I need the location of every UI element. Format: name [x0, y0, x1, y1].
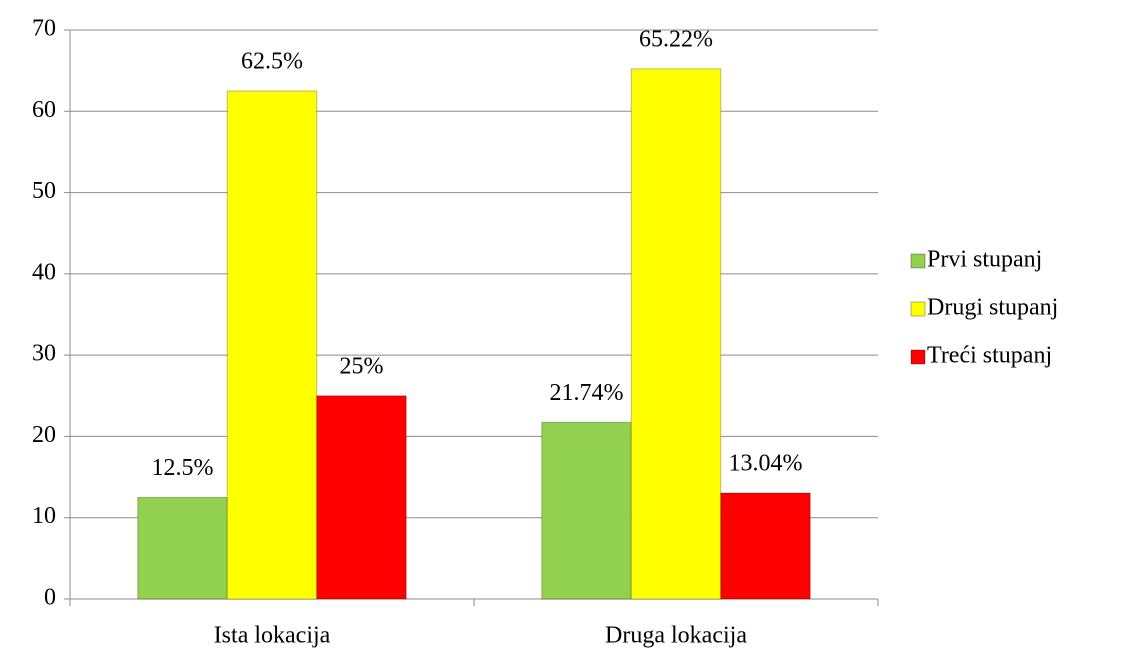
- bar: [226, 90, 318, 600]
- y-tick-label: 40: [32, 259, 56, 285]
- x-tick-label: Ista lokacija: [214, 623, 331, 649]
- y-tick-label: 50: [32, 178, 56, 204]
- legend-swatch: [910, 301, 926, 317]
- bar: [720, 492, 811, 600]
- bar: [630, 68, 722, 600]
- legend-label: Prvi stupanj: [927, 247, 1042, 273]
- value-label: 12.5%: [152, 455, 214, 481]
- value-label: 65.22%: [639, 26, 713, 52]
- legend-label: Drugi stupanj: [927, 295, 1058, 321]
- value-label: 13.04%: [729, 451, 803, 477]
- y-tick-label: 10: [32, 503, 56, 529]
- bar: [137, 496, 228, 600]
- legend-label: Treći stupanj: [927, 343, 1052, 369]
- value-label: 21.74%: [550, 380, 624, 406]
- y-tick-label: 70: [32, 16, 56, 42]
- y-tick-label: 20: [32, 422, 56, 448]
- y-tick-label: 60: [32, 97, 56, 123]
- value-label: 25%: [340, 353, 384, 379]
- legend-swatch: [910, 349, 926, 365]
- bar: [316, 395, 407, 600]
- legend-swatch: [910, 253, 926, 269]
- value-label: 62.5%: [241, 48, 303, 74]
- bar: [541, 421, 632, 600]
- y-tick-label: 0: [44, 585, 56, 611]
- x-tick-label: Druga lokacija: [605, 623, 747, 649]
- y-tick-label: 30: [32, 341, 56, 367]
